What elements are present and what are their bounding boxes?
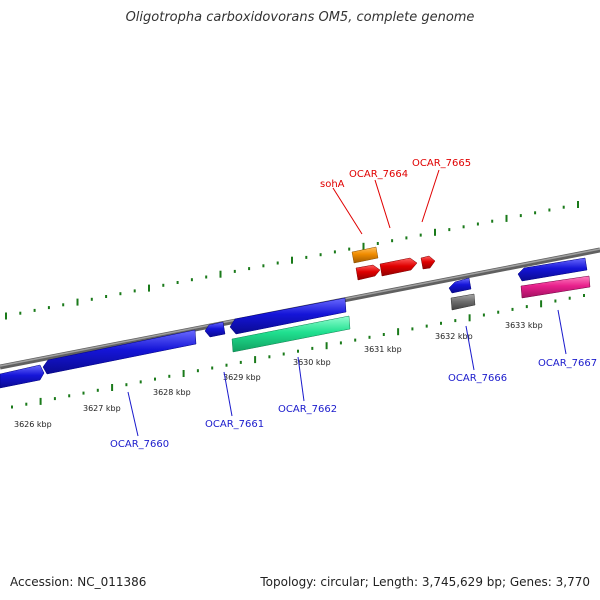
gene-ocar-7664-cds[interactable]: [379, 257, 418, 277]
lower-tick-track: [11, 294, 585, 409]
tick-labels: 3626 kbp 3627 kbp 3628 kbp 3629 kbp 3630…: [14, 321, 543, 429]
leader-line: [374, 179, 391, 229]
gene-label-sohA[interactable]: sohA: [320, 179, 345, 190]
tick-label: 3631 kbp: [364, 345, 402, 354]
gene-label-ocar-7665[interactable]: OCAR_7665: [412, 158, 471, 169]
tick-label: 3629 kbp: [223, 373, 261, 382]
gene-sohA-feature[interactable]: [351, 246, 379, 264]
gene-left-edge-cds[interactable]: [0, 364, 45, 389]
tick-label: 3632 kbp: [435, 332, 473, 341]
map-title: Oligotropha carboxidovorans OM5, complet…: [125, 10, 475, 25]
leader-line: [223, 371, 233, 417]
gene-ocar-7660-cds[interactable]: [42, 329, 197, 375]
gene-label-ocar-7661[interactable]: OCAR_7661: [205, 419, 264, 430]
leader-line: [332, 187, 363, 235]
gene-label-ocar-7662[interactable]: OCAR_7662: [278, 404, 337, 415]
gene-label-ocar-7667[interactable]: OCAR_7667: [538, 358, 597, 369]
gene-sohA-cds[interactable]: [355, 264, 381, 281]
leader-line: [421, 169, 440, 223]
gene-ocar-7662-cds[interactable]: [229, 297, 347, 335]
gene-pink-feature[interactable]: [520, 275, 591, 299]
tick-label: 3630 kbp: [293, 358, 331, 367]
tick-label: 3628 kbp: [153, 388, 191, 397]
gene-label-ocar-7660[interactable]: OCAR_7660: [110, 439, 169, 450]
lower-strand-genes: [0, 297, 351, 389]
gene-ocar-7667-cds[interactable]: [517, 257, 588, 282]
gene-label-ocar-7664[interactable]: OCAR_7664: [349, 169, 408, 180]
gene-ocar-7666-cds[interactable]: [448, 277, 472, 294]
gene-ocar-7661-cds[interactable]: [204, 321, 226, 338]
gene-labels: sohA OCAR_7664 OCAR_7665 OCAR_7660 OCAR_…: [110, 158, 597, 450]
gene-gray-feature[interactable]: [450, 293, 476, 311]
accession-text: Accession: NC_011386: [10, 575, 147, 589]
gene-ocar-7662-rna[interactable]: [231, 315, 351, 353]
leader-line: [557, 309, 567, 355]
gene-ocar-7665-cds[interactable]: [420, 255, 436, 270]
leader-line: [297, 356, 305, 402]
upper-tick-track: [5, 201, 579, 320]
tick-label: 3626 kbp: [14, 420, 52, 429]
upper-strand-genes: [351, 246, 591, 311]
leader-line: [465, 325, 475, 371]
tick-label: 3633 kbp: [505, 321, 543, 330]
tick-label: 3627 kbp: [83, 404, 121, 413]
leader-line: [127, 391, 139, 437]
genome-summary-text: Topology: circular; Length: 3,745,629 bp…: [260, 575, 590, 589]
gene-label-ocar-7666[interactable]: OCAR_7666: [448, 373, 507, 384]
gene-label-leaders: [127, 169, 567, 437]
